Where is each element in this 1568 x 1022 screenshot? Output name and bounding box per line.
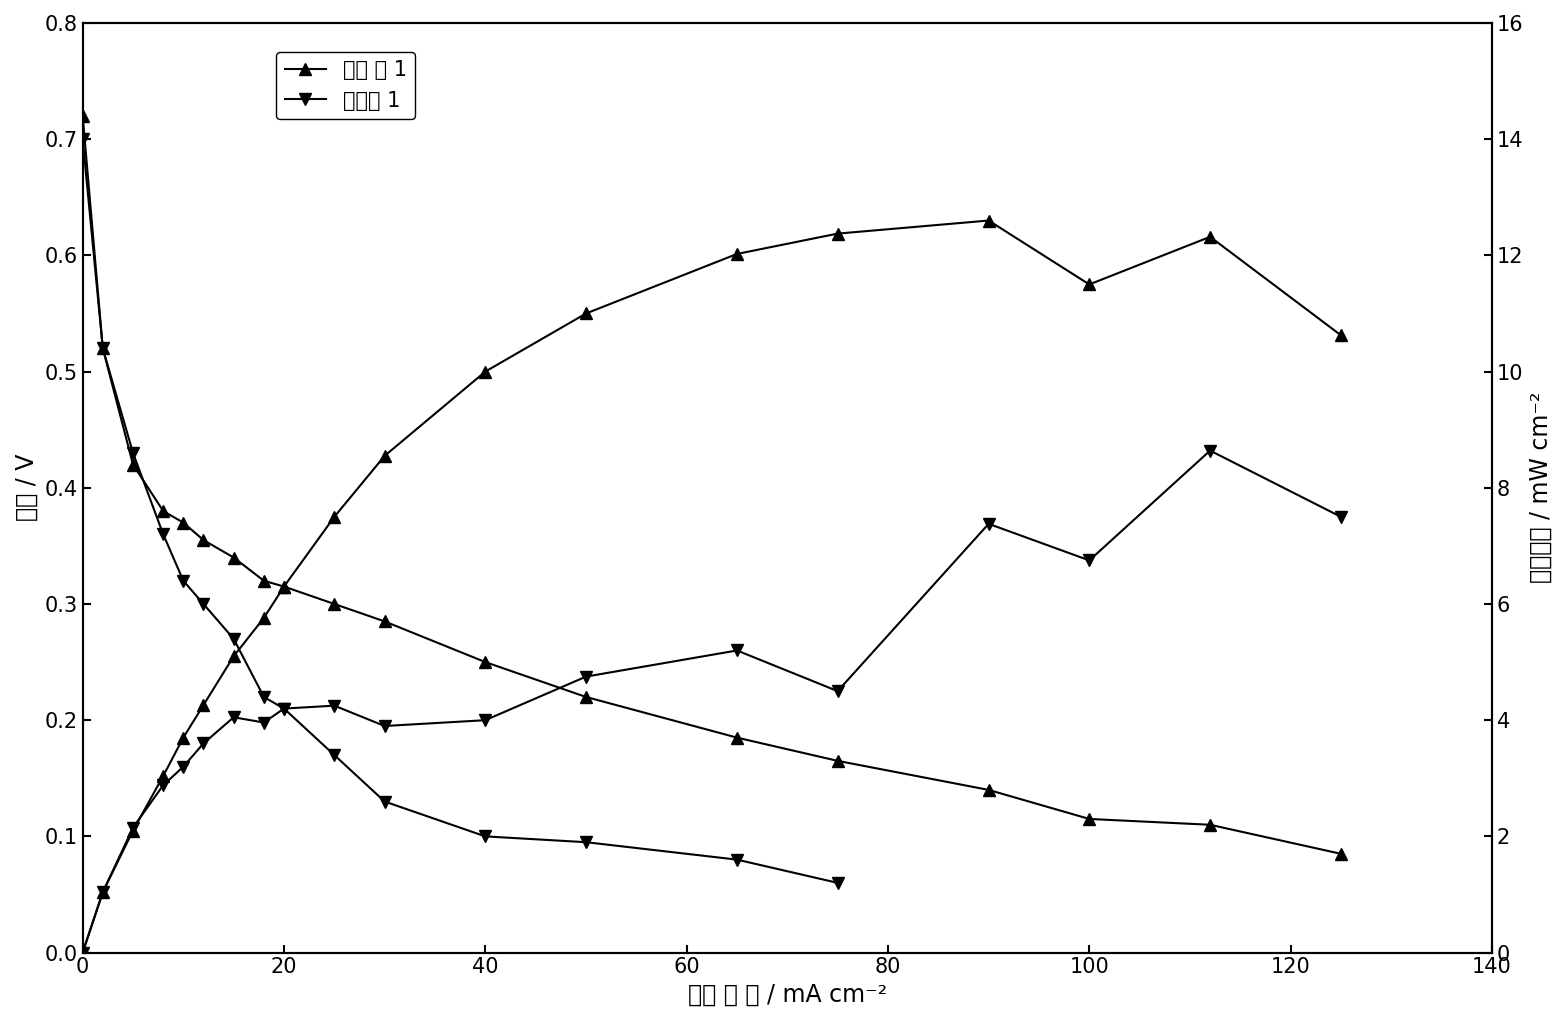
Line: 实施 例 1: 实施 例 1 bbox=[77, 110, 1347, 860]
实施 例 1 bbox=[94, 342, 113, 355]
实施 例 1 bbox=[124, 459, 143, 471]
实施 例 1 bbox=[74, 109, 93, 122]
比较例 1 bbox=[154, 528, 172, 541]
实施 例 1 bbox=[224, 552, 243, 564]
实施 例 1 bbox=[325, 598, 343, 610]
X-axis label: 电流 密 度 / mA cm⁻²: 电流 密 度 / mA cm⁻² bbox=[688, 983, 887, 1007]
Y-axis label: 功率密度 / mW cm⁻²: 功率密度 / mW cm⁻² bbox=[1529, 392, 1552, 584]
比较例 1 bbox=[828, 877, 847, 889]
实施 例 1 bbox=[375, 615, 394, 628]
实施 例 1 bbox=[154, 505, 172, 517]
实施 例 1 bbox=[1331, 847, 1350, 860]
比较例 1 bbox=[224, 633, 243, 645]
比较例 1 bbox=[194, 598, 213, 610]
比较例 1 bbox=[325, 749, 343, 761]
比较例 1 bbox=[174, 574, 193, 587]
比较例 1 bbox=[74, 133, 93, 145]
比较例 1 bbox=[94, 342, 113, 355]
实施 例 1 bbox=[828, 754, 847, 766]
比较例 1 bbox=[577, 836, 596, 848]
实施 例 1 bbox=[274, 580, 293, 593]
实施 例 1 bbox=[577, 691, 596, 703]
比较例 1 bbox=[254, 691, 273, 703]
Legend: 实施 例 1, 比较例 1: 实施 例 1, 比较例 1 bbox=[276, 52, 416, 120]
比较例 1 bbox=[728, 853, 746, 866]
实施 例 1 bbox=[1201, 819, 1220, 831]
比较例 1 bbox=[477, 830, 495, 842]
实施 例 1 bbox=[174, 516, 193, 528]
比较例 1 bbox=[274, 702, 293, 714]
Y-axis label: 电压 / V: 电压 / V bbox=[16, 454, 39, 521]
比较例 1 bbox=[375, 795, 394, 807]
实施 例 1 bbox=[194, 533, 213, 546]
Line: 比较例 1: 比较例 1 bbox=[77, 134, 844, 888]
实施 例 1 bbox=[1080, 812, 1099, 825]
实施 例 1 bbox=[980, 784, 999, 796]
实施 例 1 bbox=[477, 656, 495, 668]
比较例 1 bbox=[124, 447, 143, 459]
实施 例 1 bbox=[728, 732, 746, 744]
实施 例 1 bbox=[254, 574, 273, 587]
